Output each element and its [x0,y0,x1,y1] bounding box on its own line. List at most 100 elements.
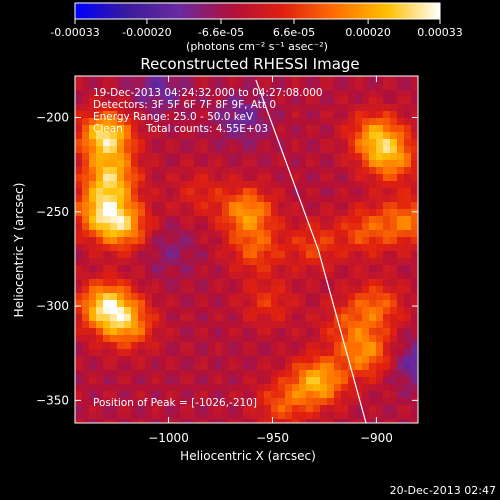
heatmap-cell [131,335,139,343]
heatmap-cell [117,307,125,315]
heatmap-cell [306,349,314,357]
heatmap-cell [327,111,335,119]
heatmap-cell [362,286,370,294]
heatmap-cell [257,342,265,350]
heatmap-cell [313,370,321,378]
x-tick-label: −1000 [148,431,189,445]
heatmap-cell [320,188,328,196]
heatmap-cell [187,363,195,371]
heatmap-cell [257,321,265,329]
heatmap-cell [166,314,174,322]
heatmap-cell [173,223,181,231]
heatmap-cell [145,216,153,224]
heatmap-cell [82,160,90,168]
heatmap-cell [264,125,272,133]
heatmap-cell [383,237,391,245]
heatmap-cell [110,90,118,98]
heatmap-cell [82,349,90,357]
heatmap-cell [334,174,342,182]
heatmap-cell [397,363,405,371]
heatmap-cell [103,272,111,280]
heatmap-cell [376,153,384,161]
heatmap-cell [117,244,125,252]
heatmap-cell [348,328,356,336]
heatmap-cell [271,384,279,392]
heatmap-cell [194,377,202,385]
heatmap-cell [187,419,195,423]
heatmap-cell [404,293,412,301]
heatmap-cell [103,300,111,308]
heatmap-cell [334,335,342,343]
heatmap-cell [278,251,286,259]
heatmap-cell [89,279,97,287]
heatmap-cell [383,181,391,189]
heatmap-cell [320,349,328,357]
heatmap-cell [131,258,139,266]
heatmap-cell [383,279,391,287]
heatmap-cell [229,384,237,392]
heatmap-cell [369,104,377,112]
heatmap-cell [306,293,314,301]
heatmap-cell [180,181,188,189]
heatmap-cell [369,244,377,252]
heatmap-cell [180,377,188,385]
heatmap-cell [292,321,300,329]
heatmap-cell [187,314,195,322]
heatmap-cell [152,132,160,140]
heatmap-cell [285,419,293,423]
heatmap-cell [222,363,230,371]
heatmap-cell [383,223,391,231]
heatmap-cell [397,314,405,322]
heatmap-cell [271,160,279,168]
heatmap-cell [103,146,111,154]
heatmap-cell [369,300,377,308]
heatmap-cell [117,391,125,399]
heatmap-cell [376,97,384,105]
heatmap-cell [222,370,230,378]
heatmap-cell [75,363,83,371]
heatmap-cell [264,398,272,406]
heatmap-cell [201,293,209,301]
heatmap-cell [82,181,90,189]
heatmap-cell [383,342,391,350]
heatmap-cell [404,244,412,252]
heatmap-cell [362,314,370,322]
heatmap-cell [124,251,132,259]
heatmap-cell [89,195,97,203]
heatmap-cell [397,377,405,385]
heatmap-cell [229,111,237,119]
heatmap-cell [292,111,300,119]
heatmap-cell [194,314,202,322]
heatmap-cell [292,118,300,126]
heatmap-cell [264,391,272,399]
heatmap-cell [411,335,418,343]
heatmap-cell [166,328,174,336]
heatmap-cell [278,349,286,357]
heatmap-cell [341,111,349,119]
heatmap-cell [278,230,286,238]
heatmap-cell [362,272,370,280]
heatmap-cell [89,237,97,245]
heatmap-cell [173,146,181,154]
heatmap-cell [145,286,153,294]
heatmap-cell [96,216,104,224]
heatmap-cell [166,398,174,406]
heatmap-cell [110,363,118,371]
heatmap-cell [82,300,90,308]
heatmap-cell [152,335,160,343]
heatmap-cell [201,377,209,385]
heatmap-cell [187,153,195,161]
heatmap-cell [131,293,139,301]
heatmap-cell [334,104,342,112]
heatmap-cell [180,153,188,161]
heatmap-cell [236,90,244,98]
heatmap-cell [327,265,335,273]
heatmap-cell [229,321,237,329]
heatmap-cell [187,377,195,385]
heatmap-cell [306,83,314,91]
heatmap-cell [299,111,307,119]
heatmap-cell [306,195,314,203]
heatmap-cell [250,146,258,154]
heatmap-cell [103,419,111,423]
heatmap-cell [285,314,293,322]
